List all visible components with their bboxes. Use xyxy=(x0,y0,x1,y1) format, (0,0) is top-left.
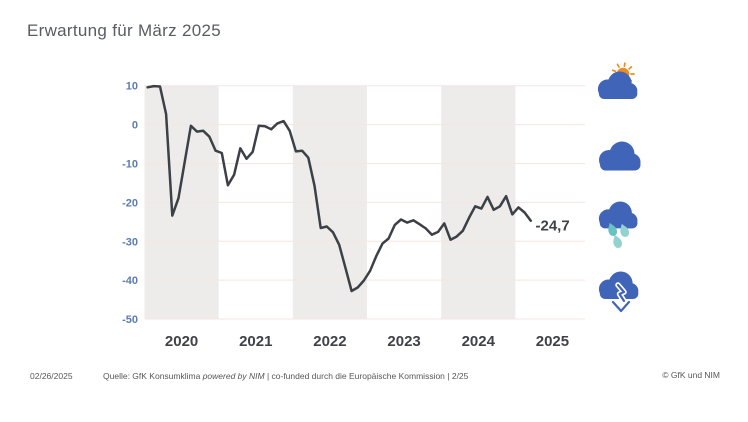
y-tick-label: 0 xyxy=(132,120,138,132)
y-tick-label: -50 xyxy=(122,314,138,326)
rain-cloud-icon xyxy=(598,201,638,248)
y-tick-label: 10 xyxy=(126,81,138,93)
publication-date: 02/26/2025 xyxy=(30,371,73,381)
cloud-shape xyxy=(597,71,638,100)
cloud-shape xyxy=(598,271,639,300)
down-arrow xyxy=(610,282,632,314)
copyright: © GfK und NIM xyxy=(662,370,720,380)
y-tick-label: -20 xyxy=(122,197,138,209)
source-text: Quelle: GfK Konsumklima xyxy=(103,371,203,381)
y-axis-tick-labels: 10 0 -10 -20 -30 -40 -50 xyxy=(122,81,138,326)
cloud-shape xyxy=(599,141,641,171)
cloud-icon xyxy=(599,141,641,171)
source-text: | co-funded durch die Europäische Kommis… xyxy=(264,371,469,381)
x-year-label: 2023 xyxy=(387,333,420,350)
sun-cloud-icon xyxy=(597,62,638,100)
climate-series-line xyxy=(146,84,533,293)
latest-value-label: -24,7 xyxy=(536,218,570,235)
x-axis-year-labels: 2020 2021 2022 2023 2024 2025 xyxy=(165,333,569,350)
cloud-down-arrow-icon xyxy=(598,271,639,314)
source-note: Quelle: GfK Konsumklima powered by NIM |… xyxy=(103,371,468,381)
x-year-label: 2020 xyxy=(165,333,198,350)
x-year-label: 2025 xyxy=(536,333,569,350)
source-text-italic: powered by NIM xyxy=(202,371,265,381)
cloud-shape xyxy=(598,201,638,229)
gridlines xyxy=(144,85,585,320)
y-tick-label: -10 xyxy=(122,158,138,170)
rain-drops xyxy=(608,222,630,248)
page-title: Erwartung für März 2025 xyxy=(27,21,221,40)
y-tick-label: -40 xyxy=(122,275,138,287)
x-year-label: 2022 xyxy=(313,333,346,350)
x-year-label: 2021 xyxy=(239,333,272,350)
y-tick-label: -30 xyxy=(122,236,138,248)
x-year-label: 2024 xyxy=(462,333,496,350)
